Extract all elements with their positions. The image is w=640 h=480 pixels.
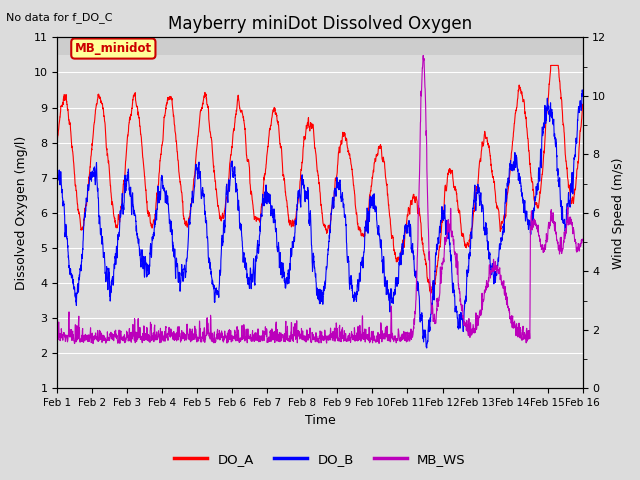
- Text: No data for f_DO_C: No data for f_DO_C: [6, 12, 113, 23]
- Y-axis label: Dissolved Oxygen (mg/l): Dissolved Oxygen (mg/l): [15, 136, 28, 290]
- Title: Mayberry miniDot Dissolved Oxygen: Mayberry miniDot Dissolved Oxygen: [168, 15, 472, 33]
- Y-axis label: Wind Speed (m/s): Wind Speed (m/s): [612, 157, 625, 269]
- Legend: DO_A, DO_B, MB_WS: DO_A, DO_B, MB_WS: [169, 447, 471, 471]
- Bar: [57, 37, 582, 55]
- Text: MB_minidot: MB_minidot: [75, 42, 152, 55]
- X-axis label: Time: Time: [305, 414, 335, 427]
